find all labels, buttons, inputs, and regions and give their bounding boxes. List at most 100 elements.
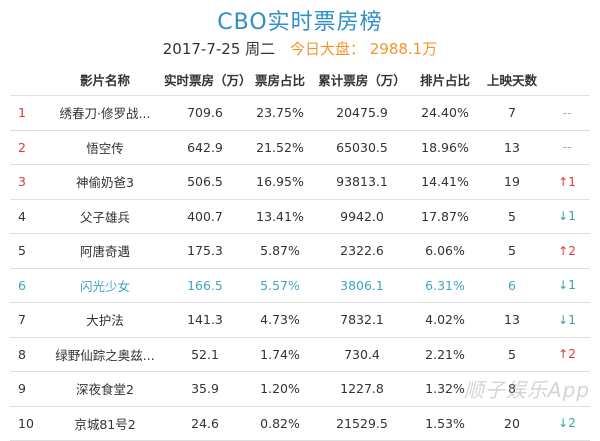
- rank-cell: 7: [10, 302, 46, 337]
- realtime-box-cell: 175.3: [164, 233, 246, 268]
- realtime-box-cell: 506.5: [164, 164, 246, 199]
- realtime-box-cell: 166.5: [164, 267, 246, 303]
- trend-indicator: ↓2: [544, 405, 590, 441]
- cumulative-box-cell: 730.4: [314, 336, 410, 372]
- realtime-box-cell: 52.1: [164, 336, 246, 372]
- movie-name-cell: 大护法: [46, 302, 164, 337]
- rank-cell: 5: [10, 233, 46, 268]
- days-cell: 8: [480, 371, 544, 406]
- schedule-share-cell: 18.96%: [410, 129, 480, 165]
- trend-indicator: ↑2: [544, 233, 590, 268]
- box-office-table: 影片名称 实时票房（万） 票房占比 累计票房（万） 排片占比 上映天数 1 绣春…: [10, 64, 590, 441]
- box-share-cell: 4.73%: [246, 302, 314, 337]
- realtime-box-cell: 642.9: [164, 129, 246, 165]
- table-row[interactable]: 1 绣春刀·修罗战... 709.6 23.75% 20475.9 24.40%…: [10, 95, 590, 130]
- days-cell: 5: [480, 198, 544, 234]
- movie-name-cell: 京城81号2: [46, 405, 164, 441]
- col-header-trend: [544, 64, 590, 96]
- col-header-share: 票房占比: [254, 73, 305, 88]
- page-title: CBO实时票房榜: [217, 10, 383, 35]
- schedule-share-cell: 17.87%: [410, 198, 480, 234]
- realtime-box-cell: 35.9: [164, 371, 246, 406]
- col-header-rank: [10, 64, 46, 96]
- days-cell: 19: [480, 164, 544, 199]
- rank-cell: 1: [10, 95, 46, 130]
- col-header-name: 影片名称: [79, 73, 130, 88]
- schedule-share-cell: 1.53%: [410, 405, 480, 441]
- trend-indicator: --: [544, 129, 590, 165]
- col-header-cumulative: 累计票房（万）: [318, 73, 406, 88]
- cumulative-box-cell: 20475.9: [314, 95, 410, 130]
- movie-name-cell: 闪光少女: [46, 267, 164, 303]
- box-share-cell: 5.57%: [246, 267, 314, 303]
- trend-indicator: ↓1: [544, 302, 590, 337]
- table-row[interactable]: 5 阿唐奇遇 175.3 5.87% 2322.6 6.06% 5 ↑2: [10, 233, 590, 268]
- table-row[interactable]: 2 悟空传 642.9 21.52% 65030.5 18.96% 13 --: [10, 129, 590, 165]
- date-text: 2017-7-25 周二: [162, 40, 276, 58]
- days-cell: 7: [480, 95, 544, 130]
- realtime-box-cell: 400.7: [164, 198, 246, 234]
- rank-cell: 9: [10, 371, 46, 406]
- rank-cell: 3: [10, 164, 46, 199]
- cumulative-box-cell: 21529.5: [314, 405, 410, 441]
- table-row[interactable]: 9 深夜食堂2 35.9 1.20% 1227.8 1.32% 8: [10, 371, 590, 406]
- schedule-share-cell: 24.40%: [410, 95, 480, 130]
- movie-name-cell: 神偷奶爸3: [46, 164, 164, 199]
- trend-indicator: ↑1: [544, 164, 590, 199]
- cumulative-box-cell: 3806.1: [314, 267, 410, 303]
- table-body: 1 绣春刀·修罗战... 709.6 23.75% 20475.9 24.40%…: [10, 95, 590, 441]
- cumulative-box-cell: 2322.6: [314, 233, 410, 268]
- box-share-cell: 1.74%: [246, 336, 314, 372]
- rank-cell: 4: [10, 198, 46, 234]
- schedule-share-cell: 6.06%: [410, 233, 480, 268]
- realtime-box-cell: 709.6: [164, 95, 246, 130]
- market-summary: 今日大盘： 2988.1万: [290, 40, 437, 58]
- table-header-row: 影片名称 实时票房（万） 票房占比 累计票房（万） 排片占比 上映天数: [10, 64, 590, 96]
- table-row[interactable]: 4 父子雄兵 400.7 13.41% 9942.0 17.87% 5 ↓1: [10, 198, 590, 234]
- table-row[interactable]: 6 闪光少女 166.5 5.57% 3806.1 6.31% 6 ↓1: [10, 267, 590, 303]
- date-line: 2017-7-25 周二 今日大盘： 2988.1万: [0, 38, 600, 59]
- market-label: 今日大盘：: [289, 40, 365, 58]
- trend-indicator: ↑2: [544, 336, 590, 372]
- cumulative-box-cell: 7832.1: [314, 302, 410, 337]
- rank-cell: 2: [10, 129, 46, 165]
- table-row[interactable]: 10 京城81号2 24.6 0.82% 21529.5 1.53% 20 ↓2: [10, 405, 590, 441]
- col-header-schedule: 排片占比: [419, 73, 470, 88]
- col-header-days: 上映天数: [486, 73, 537, 88]
- market-value: 2988.1万: [369, 40, 438, 58]
- cumulative-box-cell: 65030.5: [314, 129, 410, 165]
- trend-indicator: ↓1: [544, 267, 590, 303]
- rank-cell: 8: [10, 336, 46, 372]
- schedule-share-cell: 2.21%: [410, 336, 480, 372]
- movie-name-cell: 悟空传: [46, 129, 164, 165]
- box-share-cell: 1.20%: [246, 371, 314, 406]
- movie-name-cell: 深夜食堂2: [46, 371, 164, 406]
- trend-indicator: [544, 371, 590, 406]
- days-cell: 5: [480, 233, 544, 268]
- movie-name-cell: 绿野仙踪之奥兹...: [46, 336, 164, 372]
- table-row[interactable]: 8 绿野仙踪之奥兹... 52.1 1.74% 730.4 2.21% 5 ↑2: [10, 336, 590, 372]
- movie-name-cell: 父子雄兵: [46, 198, 164, 234]
- box-share-cell: 23.75%: [246, 95, 314, 130]
- box-share-cell: 5.87%: [246, 233, 314, 268]
- movie-name-cell: 阿唐奇遇: [46, 233, 164, 268]
- schedule-share-cell: 6.31%: [410, 267, 480, 303]
- trend-indicator: ↓1: [544, 198, 590, 234]
- days-cell: 13: [480, 302, 544, 337]
- realtime-box-cell: 24.6: [164, 405, 246, 441]
- cumulative-box-cell: 9942.0: [314, 198, 410, 234]
- box-share-cell: 0.82%: [246, 405, 314, 441]
- rank-cell: 6: [10, 267, 46, 303]
- days-cell: 20: [480, 405, 544, 441]
- schedule-share-cell: 14.41%: [410, 164, 480, 199]
- rank-cell: 10: [10, 405, 46, 441]
- table-row[interactable]: 3 神偷奶爸3 506.5 16.95% 93813.1 14.41% 19 ↑…: [10, 164, 590, 199]
- box-share-cell: 21.52%: [246, 129, 314, 165]
- box-share-cell: 16.95%: [246, 164, 314, 199]
- schedule-share-cell: 1.32%: [410, 371, 480, 406]
- schedule-share-cell: 4.02%: [410, 302, 480, 337]
- box-share-cell: 13.41%: [246, 198, 314, 234]
- table-row[interactable]: 7 大护法 141.3 4.73% 7832.1 4.02% 13 ↓1: [10, 302, 590, 337]
- days-cell: 5: [480, 336, 544, 372]
- movie-name-cell: 绣春刀·修罗战...: [46, 95, 164, 130]
